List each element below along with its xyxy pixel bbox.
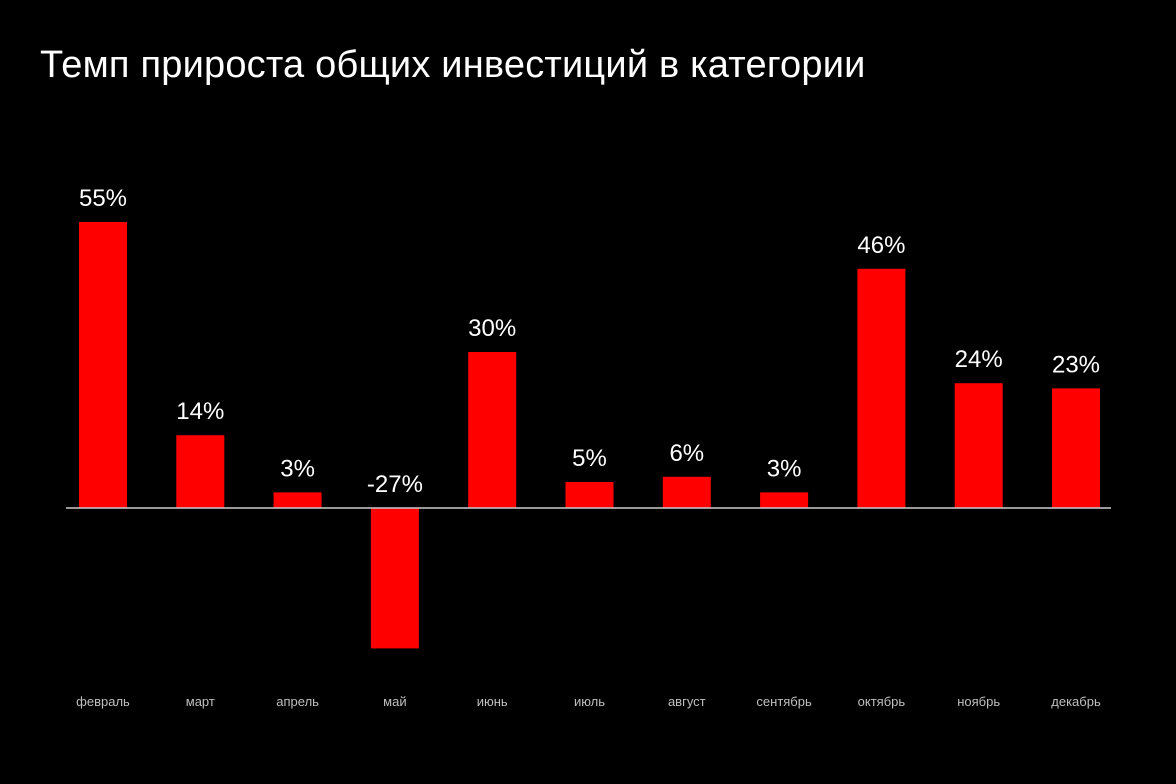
x-tick-label-октябрь: октябрь	[858, 694, 906, 709]
x-tick-label-ноябрь: ноябрь	[957, 694, 1000, 709]
data-labels-layer: 55% 14% 3% -27% 30% 5% 6% 3% 46% 24% 23%	[79, 185, 1100, 498]
bar-июль	[565, 482, 614, 508]
bar-декабрь	[1052, 388, 1100, 508]
bar-март	[176, 435, 225, 508]
bar-октябрь	[857, 268, 906, 508]
bar-апрель	[273, 492, 322, 508]
data-label-декабрь: 23%	[1052, 351, 1100, 378]
bar-май	[370, 508, 419, 649]
x-tick-label-сентябрь: сентябрь	[756, 694, 812, 709]
bar-сентябрь	[760, 492, 809, 508]
bar-ноябрь	[954, 383, 1003, 508]
x-tick-label-август: август	[668, 694, 706, 709]
data-label-октябрь: 46%	[857, 232, 905, 259]
x-tick-label-июнь: июнь	[477, 694, 508, 709]
data-label-июль: 5%	[572, 445, 607, 472]
bar-август	[662, 476, 711, 508]
data-label-ноябрь: 24%	[955, 346, 1003, 373]
chart-title: Темп прироста общих инвестиций в категор…	[40, 44, 866, 86]
data-label-февраль: 55%	[79, 185, 127, 212]
x-tick-label-февраль: февраль	[76, 694, 130, 709]
bar-июнь	[468, 352, 517, 508]
data-label-сентябрь: 3%	[767, 455, 802, 482]
data-label-август: 6%	[669, 440, 704, 467]
bar-февраль	[79, 222, 127, 508]
data-label-апрель: 3%	[280, 455, 315, 482]
data-label-март: 14%	[176, 398, 224, 425]
data-label-июнь: 30%	[468, 315, 516, 342]
x-tick-label-декабрь: декабрь	[1051, 694, 1101, 709]
x-tick-labels-layer: февраль март апрель май июнь июль август сентяб…	[76, 694, 1101, 709]
x-tick-label-март: март	[186, 694, 215, 709]
x-tick-label-июль: июль	[574, 694, 605, 709]
bars-layer	[79, 222, 1100, 649]
x-tick-label-май: май	[383, 694, 406, 709]
x-tick-label-апрель: апрель	[276, 694, 319, 709]
data-label-май: -27%	[367, 471, 423, 498]
